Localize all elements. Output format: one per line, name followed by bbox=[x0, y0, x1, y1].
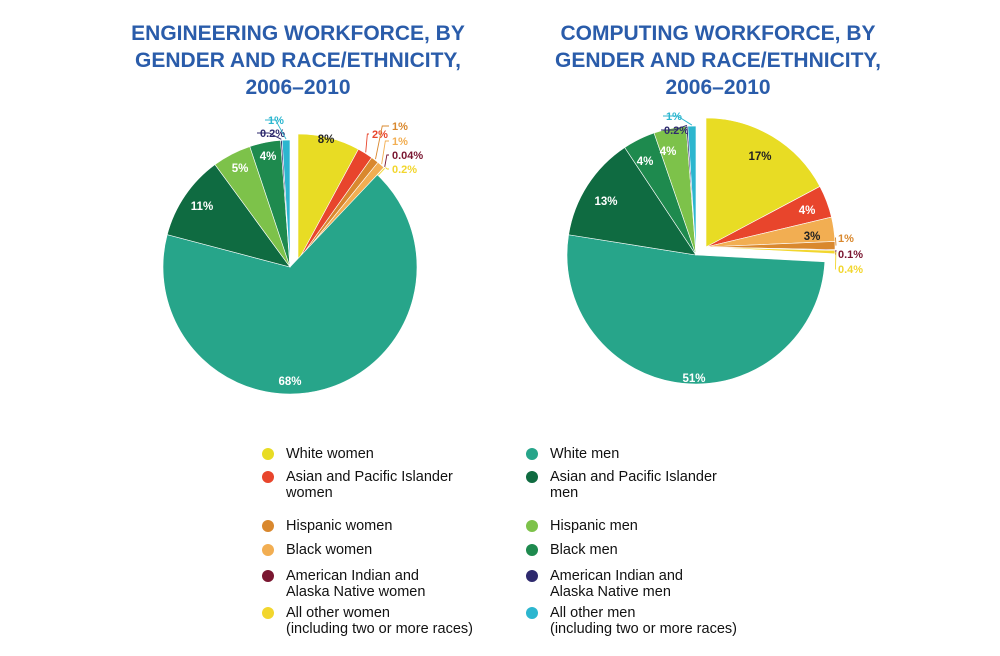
leader-line-other-women bbox=[834, 252, 837, 270]
pie-slice-other-men bbox=[687, 125, 697, 256]
slice-label-native-men: 0.2% bbox=[664, 125, 689, 137]
legend-label: Hispanic men bbox=[550, 518, 638, 534]
slice-label-white-women: 8% bbox=[318, 134, 335, 146]
slice-label-black-women: 3% bbox=[804, 231, 821, 243]
legend-label: All other women bbox=[286, 605, 390, 621]
legend-item-other-women: All other women (including two or more ra… bbox=[262, 605, 526, 637]
pie-slice-other-men bbox=[281, 139, 291, 268]
slice-label-asian-women: 4% bbox=[799, 205, 816, 217]
slice-label-native-women: 0.1% bbox=[838, 249, 863, 261]
leader-line-black-women bbox=[381, 140, 389, 165]
legend-item-hispanic-men: Hispanic men bbox=[526, 518, 790, 534]
legend-swatch bbox=[526, 471, 538, 483]
legend-swatch bbox=[262, 471, 274, 483]
legend-swatch bbox=[262, 607, 274, 619]
slice-label-black-men: 4% bbox=[637, 156, 654, 168]
slice-label-other-women: 0.2% bbox=[392, 164, 417, 176]
slice-label-hispanic-women: 1% bbox=[392, 121, 408, 133]
leader-line-native-men bbox=[661, 124, 688, 131]
leader-line-other-women bbox=[385, 167, 389, 170]
legend-item-native-men: American Indian and Alaska Native men bbox=[526, 568, 790, 600]
legend-label: (including two or more races) bbox=[550, 621, 737, 637]
slice-label-white-men: 51% bbox=[682, 373, 705, 385]
legend-label: (including two or more races) bbox=[286, 621, 473, 637]
legend-swatch bbox=[526, 570, 538, 582]
legend-label: White men bbox=[550, 446, 620, 462]
title-line: 2006–2010 bbox=[245, 76, 351, 99]
leader-line-other-men bbox=[663, 115, 693, 126]
legend-label: American Indian and bbox=[286, 568, 419, 584]
leader-line-asian-women bbox=[365, 133, 369, 153]
pie-slice-white-women bbox=[705, 117, 821, 248]
legend-item-black-women: Black women bbox=[262, 542, 526, 558]
legend-label: Asian and Pacific Islander bbox=[286, 469, 453, 485]
legend-label: Black women bbox=[286, 542, 373, 558]
pie-slice-white-men bbox=[566, 234, 826, 385]
legend-label: Alaska Native men bbox=[550, 584, 671, 600]
leader-line-hispanic-women bbox=[835, 237, 837, 246]
legend-label: All other men bbox=[550, 605, 636, 621]
legend-label: American Indian and bbox=[550, 568, 683, 584]
slice-label-asian-men: 11% bbox=[191, 201, 213, 213]
pie-slice-asian-men bbox=[568, 147, 697, 256]
slice-label-hispanic-men: 4% bbox=[660, 146, 677, 158]
engineering-pie: 8% 2%1%1%0.04%0.2%68%11%5%4%0.2%1% bbox=[162, 115, 423, 395]
leader-line-other-men bbox=[265, 119, 287, 140]
legend-item-other-men: All other men (including two or more race… bbox=[526, 605, 790, 637]
legend-item-native-women: American Indian and Alaska Native women bbox=[262, 568, 526, 600]
computing-chart-title: COMPUTING WORKFORCE, BY GENDER AND RACE/… bbox=[518, 20, 918, 101]
slice-label-asian-men: 13% bbox=[594, 196, 617, 208]
legend-item-asian-men: Asian and Pacific Islander men bbox=[526, 469, 790, 501]
leader-line-hispanic-women bbox=[375, 125, 389, 160]
pie-slice-asian-men bbox=[166, 164, 291, 268]
leader-line-native-women bbox=[384, 154, 389, 167]
legend-item-asian-women: Asian and Pacific Islander women bbox=[262, 469, 526, 501]
title-line: ENGINEERING WORKFORCE, BY bbox=[131, 22, 465, 45]
legend-swatch bbox=[526, 520, 538, 532]
slice-label-hispanic-women: 1% bbox=[838, 233, 854, 245]
legend-swatch bbox=[526, 607, 538, 619]
legend-swatch bbox=[262, 570, 274, 582]
legend-swatch bbox=[526, 544, 538, 556]
engineering-chart-title: ENGINEERING WORKFORCE, BY GENDER AND RAC… bbox=[98, 20, 498, 101]
slice-label-white-women: 17% bbox=[748, 151, 771, 163]
legend-item-white-men: White men bbox=[526, 446, 790, 462]
slice-label-hispanic-men: 5% bbox=[232, 163, 249, 175]
legend-label: Asian and Pacific Islander bbox=[550, 469, 717, 485]
pie-charts: 8% 2%1%1%0.04%0.2%68%11%5%4%0.2%1%17%4%3%… bbox=[162, 111, 863, 395]
legend-item-white-women: White women bbox=[262, 446, 526, 462]
legend-label: men bbox=[550, 485, 579, 501]
slice-label-white-men: 68% bbox=[278, 376, 301, 388]
legend-label: Alaska Native women bbox=[286, 584, 426, 600]
title-line: COMPUTING WORKFORCE, BY bbox=[560, 22, 876, 45]
legend-item-black-men: Black men bbox=[526, 542, 790, 558]
slice-label-native-men: 0.2% bbox=[260, 128, 285, 140]
computing-pie: 17% 4% 3% 1% 0.1% 0.4% 51% 13% 4% 4% 0.2% 1% bbox=[566, 111, 863, 385]
pie-slice-white-men bbox=[162, 174, 418, 395]
legend-swatch bbox=[262, 544, 274, 556]
legend-label: Black men bbox=[550, 542, 618, 558]
slice-label-native-women: 0.04% bbox=[392, 150, 423, 162]
leader-line-native-men bbox=[257, 132, 282, 140]
legend-label: women bbox=[286, 485, 333, 501]
slice-label-black-men: 4% bbox=[260, 151, 277, 163]
pie-slice-other-women bbox=[705, 246, 836, 255]
legend-swatch bbox=[262, 520, 274, 532]
slice-label-other-women: 0.4% bbox=[838, 264, 863, 276]
title-line: 2006–2010 bbox=[665, 76, 771, 99]
legend-label: White women bbox=[286, 446, 374, 462]
legend-label: Hispanic women bbox=[286, 518, 393, 534]
legend-swatch bbox=[526, 448, 538, 460]
legend-item-hispanic-women: Hispanic women bbox=[262, 518, 526, 534]
slice-label-black-women: 1% bbox=[392, 136, 408, 148]
title-line: GENDER AND RACE/ETHNICITY, bbox=[135, 49, 461, 72]
legend-swatch bbox=[262, 448, 274, 460]
slice-label-other-men: 1% bbox=[666, 111, 682, 123]
title-line: GENDER AND RACE/ETHNICITY, bbox=[555, 49, 881, 72]
